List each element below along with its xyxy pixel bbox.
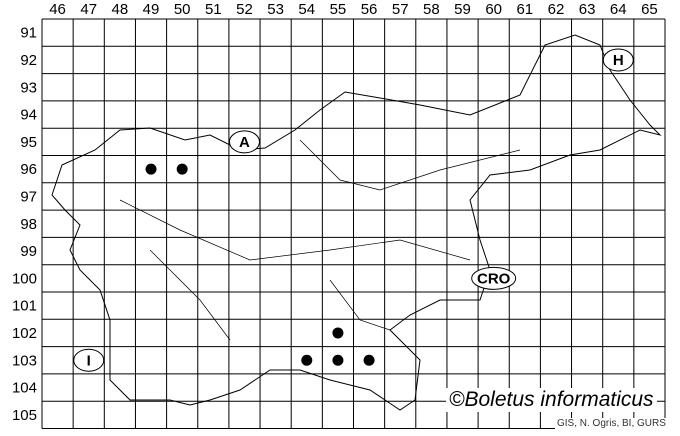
column-label: 48 (112, 1, 129, 18)
column-label: 61 (516, 1, 533, 18)
country-label: I (87, 352, 91, 369)
river (299, 139, 521, 191)
column-label: 60 (485, 1, 502, 18)
column-label: 54 (298, 1, 315, 18)
row-label: 104 (12, 380, 37, 397)
row-label: 92 (20, 52, 37, 69)
row-label: 96 (20, 161, 37, 178)
column-label: 55 (330, 1, 347, 18)
row-label: 100 (12, 270, 37, 287)
column-label: 56 (361, 1, 378, 18)
row-label: 98 (20, 216, 37, 233)
country-label-ellipse (471, 266, 517, 290)
column-label: 57 (392, 1, 409, 18)
country-border (51, 34, 662, 411)
copyright-caption: ©Boletus informaticus (446, 388, 657, 412)
river (329, 279, 391, 331)
river (119, 199, 471, 261)
record-dot (145, 163, 157, 175)
country-label-ellipse (73, 348, 105, 372)
column-label: 47 (80, 1, 97, 18)
column-label: 50 (174, 1, 191, 18)
column-label: 64 (610, 1, 627, 18)
column-label: 63 (579, 1, 596, 18)
column-label: 65 (641, 1, 658, 18)
row-label: 95 (20, 134, 37, 151)
record-dot (332, 327, 344, 339)
column-label: 59 (454, 1, 471, 18)
row-label: 94 (20, 107, 37, 124)
column-label: 51 (205, 1, 222, 18)
country-label-ellipse (228, 130, 260, 154)
row-label: 99 (20, 243, 37, 260)
row-label: 91 (20, 25, 37, 42)
column-label: 53 (267, 1, 284, 18)
country-label-ellipse (602, 48, 634, 72)
column-label: 58 (423, 1, 440, 18)
country-label: H (613, 52, 624, 69)
column-label: 62 (548, 1, 565, 18)
river (149, 249, 231, 341)
record-dot (301, 354, 313, 366)
column-label: 52 (236, 1, 253, 18)
column-label: 46 (49, 1, 66, 18)
row-label: 103 (12, 352, 37, 369)
row-label: 105 (12, 407, 37, 424)
column-label: 49 (143, 1, 160, 18)
row-label: 97 (20, 188, 37, 205)
data-credit: GIS, N. Ogris, BI, GURS (555, 418, 668, 429)
row-label: 93 (20, 79, 37, 96)
record-dot (363, 354, 375, 366)
country-label: A (239, 134, 250, 151)
country-label: CRO (477, 270, 511, 287)
record-dot (332, 354, 344, 366)
record-dot (176, 163, 188, 175)
row-label: 101 (12, 298, 37, 315)
row-label: 102 (12, 325, 37, 342)
